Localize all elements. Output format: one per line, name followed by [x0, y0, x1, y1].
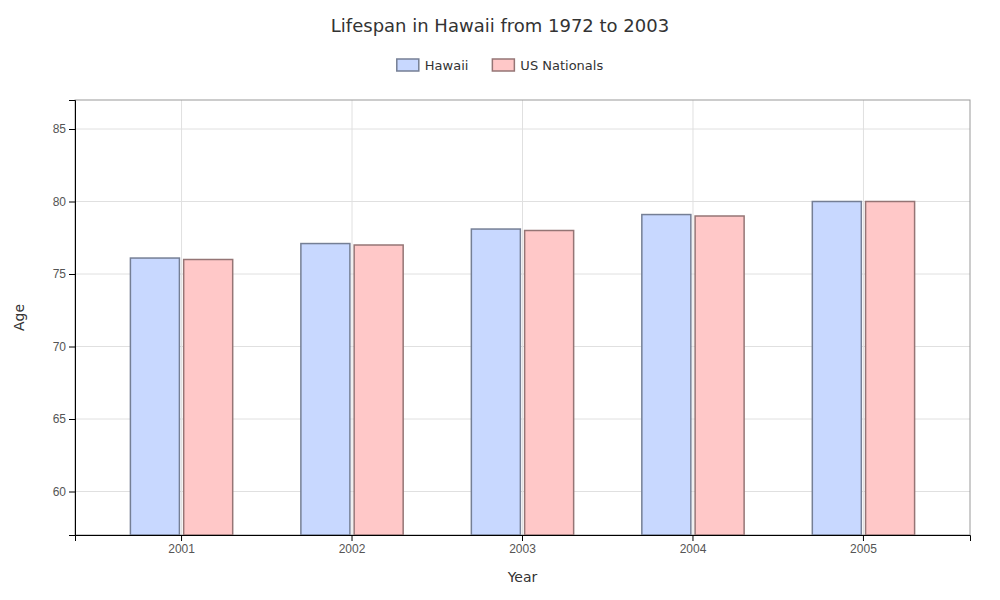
bar	[642, 215, 691, 535]
legend-label: Hawaii	[425, 58, 469, 73]
tick-mark	[522, 535, 523, 541]
tick-mark	[69, 492, 75, 493]
legend-item: US Nationals	[492, 58, 603, 73]
tick-mark	[69, 202, 75, 203]
tick-label: 2005	[850, 542, 877, 556]
tick-mark	[69, 274, 75, 275]
tick-mark	[69, 419, 75, 420]
axis-line	[69, 101, 76, 536]
tick: 60	[53, 485, 75, 499]
tick-mark	[69, 347, 75, 348]
legend-swatch	[397, 59, 419, 71]
grid-line-x	[352, 100, 353, 535]
tick: 70	[53, 340, 75, 354]
bar	[184, 260, 233, 536]
tick-label: 2004	[680, 542, 707, 556]
tick: 65	[53, 412, 75, 426]
tick-mark	[181, 535, 182, 541]
tick-label: 75	[53, 267, 67, 281]
grid-line-x	[863, 100, 864, 535]
tick-label: 2001	[168, 542, 195, 556]
plot: 60 65 70 75 80 85 2001 2002 2003 2004 2005	[53, 100, 971, 556]
bar	[695, 216, 744, 535]
tick-label: 2003	[509, 542, 536, 556]
grid-line-x	[181, 100, 182, 535]
grid	[75, 100, 970, 535]
plot-frame	[75, 100, 970, 535]
tick: 2002	[339, 535, 366, 556]
chart: 60 65 70 75 80 85 2001 2002 2003 2004 2005 Year Age L…	[0, 0, 1000, 600]
series	[184, 202, 915, 536]
tick: 2003	[509, 535, 536, 556]
tick: 75	[53, 267, 75, 281]
tick-label: 80	[53, 195, 67, 209]
x-axis: 2001 2002 2003 2004 2005	[76, 535, 971, 556]
tick-mark	[863, 535, 864, 541]
legend-swatch	[492, 59, 514, 71]
tick-label: 60	[53, 485, 67, 499]
legend-label: US Nationals	[520, 58, 603, 73]
tick: 2005	[850, 535, 877, 556]
tick-label: 85	[53, 122, 67, 136]
x-axis-title: Year	[507, 569, 538, 585]
tick-label: 2002	[339, 542, 366, 556]
legend: Hawaii US Nationals	[397, 58, 604, 73]
tick: 2001	[168, 535, 195, 556]
bar	[525, 231, 574, 536]
y-axis: 60 65 70 75 80 85	[53, 101, 76, 536]
bar	[130, 258, 179, 535]
bar	[354, 245, 403, 535]
axis-line	[76, 536, 971, 542]
y-axis-title: Age	[11, 304, 27, 331]
bar	[471, 229, 520, 535]
tick-mark	[69, 129, 75, 130]
bar	[866, 202, 915, 536]
title: Lifespan in Hawaii from 1972 to 2003	[331, 15, 669, 36]
series	[130, 202, 861, 536]
tick-label: 70	[53, 340, 67, 354]
legend-item: Hawaii	[397, 58, 469, 73]
grid-line-x	[692, 100, 693, 535]
tick: 85	[53, 122, 75, 136]
bar	[812, 202, 861, 536]
bars	[130, 202, 914, 536]
tick: 2004	[680, 535, 707, 556]
tick-label: 65	[53, 412, 67, 426]
grid-line-x	[522, 100, 523, 535]
tick-mark	[352, 535, 353, 541]
tick: 80	[53, 195, 75, 209]
tick-mark	[692, 535, 693, 541]
bar	[301, 244, 350, 535]
